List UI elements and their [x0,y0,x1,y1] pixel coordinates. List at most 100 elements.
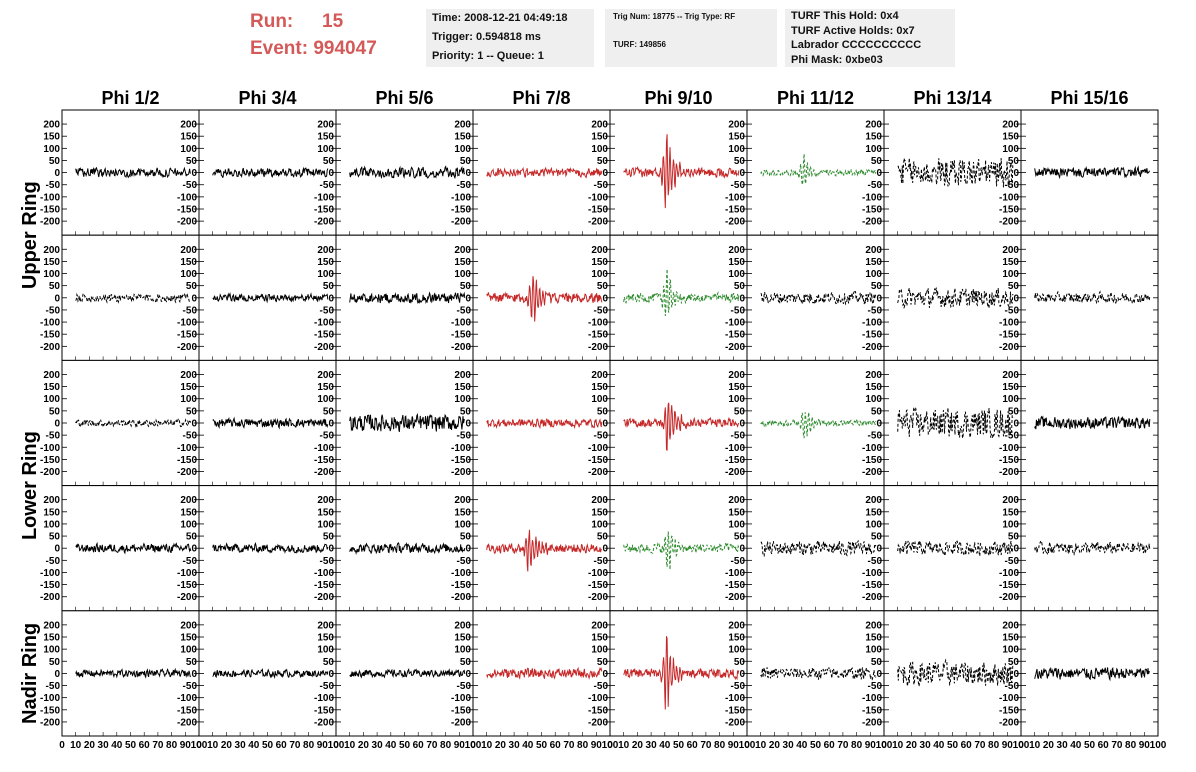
y-tick-label: 50 [49,657,61,668]
y-tick-label: 100 [317,645,334,656]
time-info-panel: Time: 2008-12-21 04:49:18 Trigger: 0.594… [426,9,594,67]
y-tick-label: -100 [177,443,197,454]
y-tick-label: 0 [602,419,608,430]
trig-num-text: Trig Num: 18775 -- Trig Type: RF [613,12,736,21]
y-tick-label: 150 [865,257,882,268]
y-tick-label: 150 [728,382,745,393]
y-tick-label: 100 [591,144,608,155]
y-tick-label: -200 [451,342,471,353]
y-tick-label: -100 [588,192,608,203]
y-tick-label: 0 [465,669,471,680]
y-tick-label: -200 [588,717,608,728]
x-tick-label: 80 [851,740,863,751]
y-tick-label: 100 [454,269,471,280]
y-tick-label: -150 [725,455,745,466]
y-tick-label: -50 [457,180,472,191]
y-tick-label: -200 [177,717,197,728]
x-tick-label: 10 [755,740,767,751]
x-tick-label: 80 [303,740,315,751]
x-tick-label: 0 [881,740,887,751]
x-tick-label: 20 [221,740,233,751]
trigger-info-panel: Trig Num: 18775 -- Trig Type: RF TURF: 1… [605,9,777,67]
y-tick-label: 200 [728,495,745,506]
y-tick-label: -50 [320,180,335,191]
y-tick-label: -150 [588,705,608,716]
column-header: Phi 3/4 [238,88,296,108]
y-tick-label: 100 [43,519,60,530]
y-tick-label: -50 [320,431,335,442]
x-tick-label: 80 [1125,740,1137,751]
x-tick-label: 90 [1139,740,1151,751]
y-tick-label: 150 [591,633,608,644]
x-tick-label: 60 [687,740,699,751]
y-tick-label: 100 [180,645,197,656]
waveform-trace [760,290,877,306]
x-tick-label: 40 [796,740,808,751]
y-tick-label: -100 [40,192,60,203]
waveform-trace [212,292,329,304]
y-tick-label: -200 [999,592,1019,603]
x-tick-label: 20 [769,740,781,751]
y-tick-label: 150 [454,132,471,143]
x-tick-label: 30 [98,740,110,751]
y-tick-label: 200 [43,495,60,506]
y-tick-label: 0 [465,293,471,304]
y-tick-label: 50 [871,281,883,292]
y-tick-label: -100 [314,443,334,454]
ring-label: Lower Ring [19,431,41,540]
turf-hold-text: TURF This Hold: 0x4 [791,10,899,22]
y-tick-label: -100 [725,693,745,704]
y-tick-label: 0 [1013,669,1019,680]
waveform-trace [486,666,603,680]
y-tick-label: 200 [317,245,334,256]
waveform-trace [349,165,466,180]
y-tick-label: -100 [451,443,471,454]
panel-frame [746,234,885,361]
y-tick-label: -50 [731,305,746,316]
y-tick-label: -50 [868,305,883,316]
y-tick-label: 100 [180,519,197,530]
turf-active-text: TURF Active Holds: 0x7 [791,24,915,37]
y-tick-label: -200 [40,717,60,728]
y-tick-label: -50 [457,305,472,316]
y-tick-label: 0 [739,419,745,430]
x-tick-label: 10 [481,740,493,751]
y-tick-label: 100 [43,144,60,155]
y-tick-label: -50 [183,431,198,442]
y-tick-label: 50 [734,156,746,167]
y-tick-label: 150 [180,257,197,268]
y-tick-label: 0 [328,669,334,680]
y-tick-label: 100 [454,519,471,530]
x-tick-label: 10 [344,740,356,751]
y-tick-label: -100 [999,318,1019,329]
x-tick-label: 20 [1043,740,1055,751]
y-tick-label: -100 [177,693,197,704]
waveform-trace [897,406,1014,440]
x-tick-label: 40 [522,740,534,751]
y-tick-label: 100 [865,519,882,530]
x-tick-label: 70 [974,740,986,751]
y-tick-label: -150 [862,580,882,591]
y-tick-label: -150 [725,705,745,716]
y-tick-label: 0 [191,293,197,304]
y-tick-label: 100 [728,269,745,280]
waveform-trace [486,166,603,179]
column-header: Phi 5/6 [375,88,433,108]
x-tick-label: 80 [440,740,452,751]
y-tick-label: 100 [591,269,608,280]
y-tick-label: -200 [314,342,334,353]
x-tick-label: 20 [906,740,918,751]
y-tick-label: 200 [865,120,882,131]
y-tick-label: -100 [40,318,60,329]
